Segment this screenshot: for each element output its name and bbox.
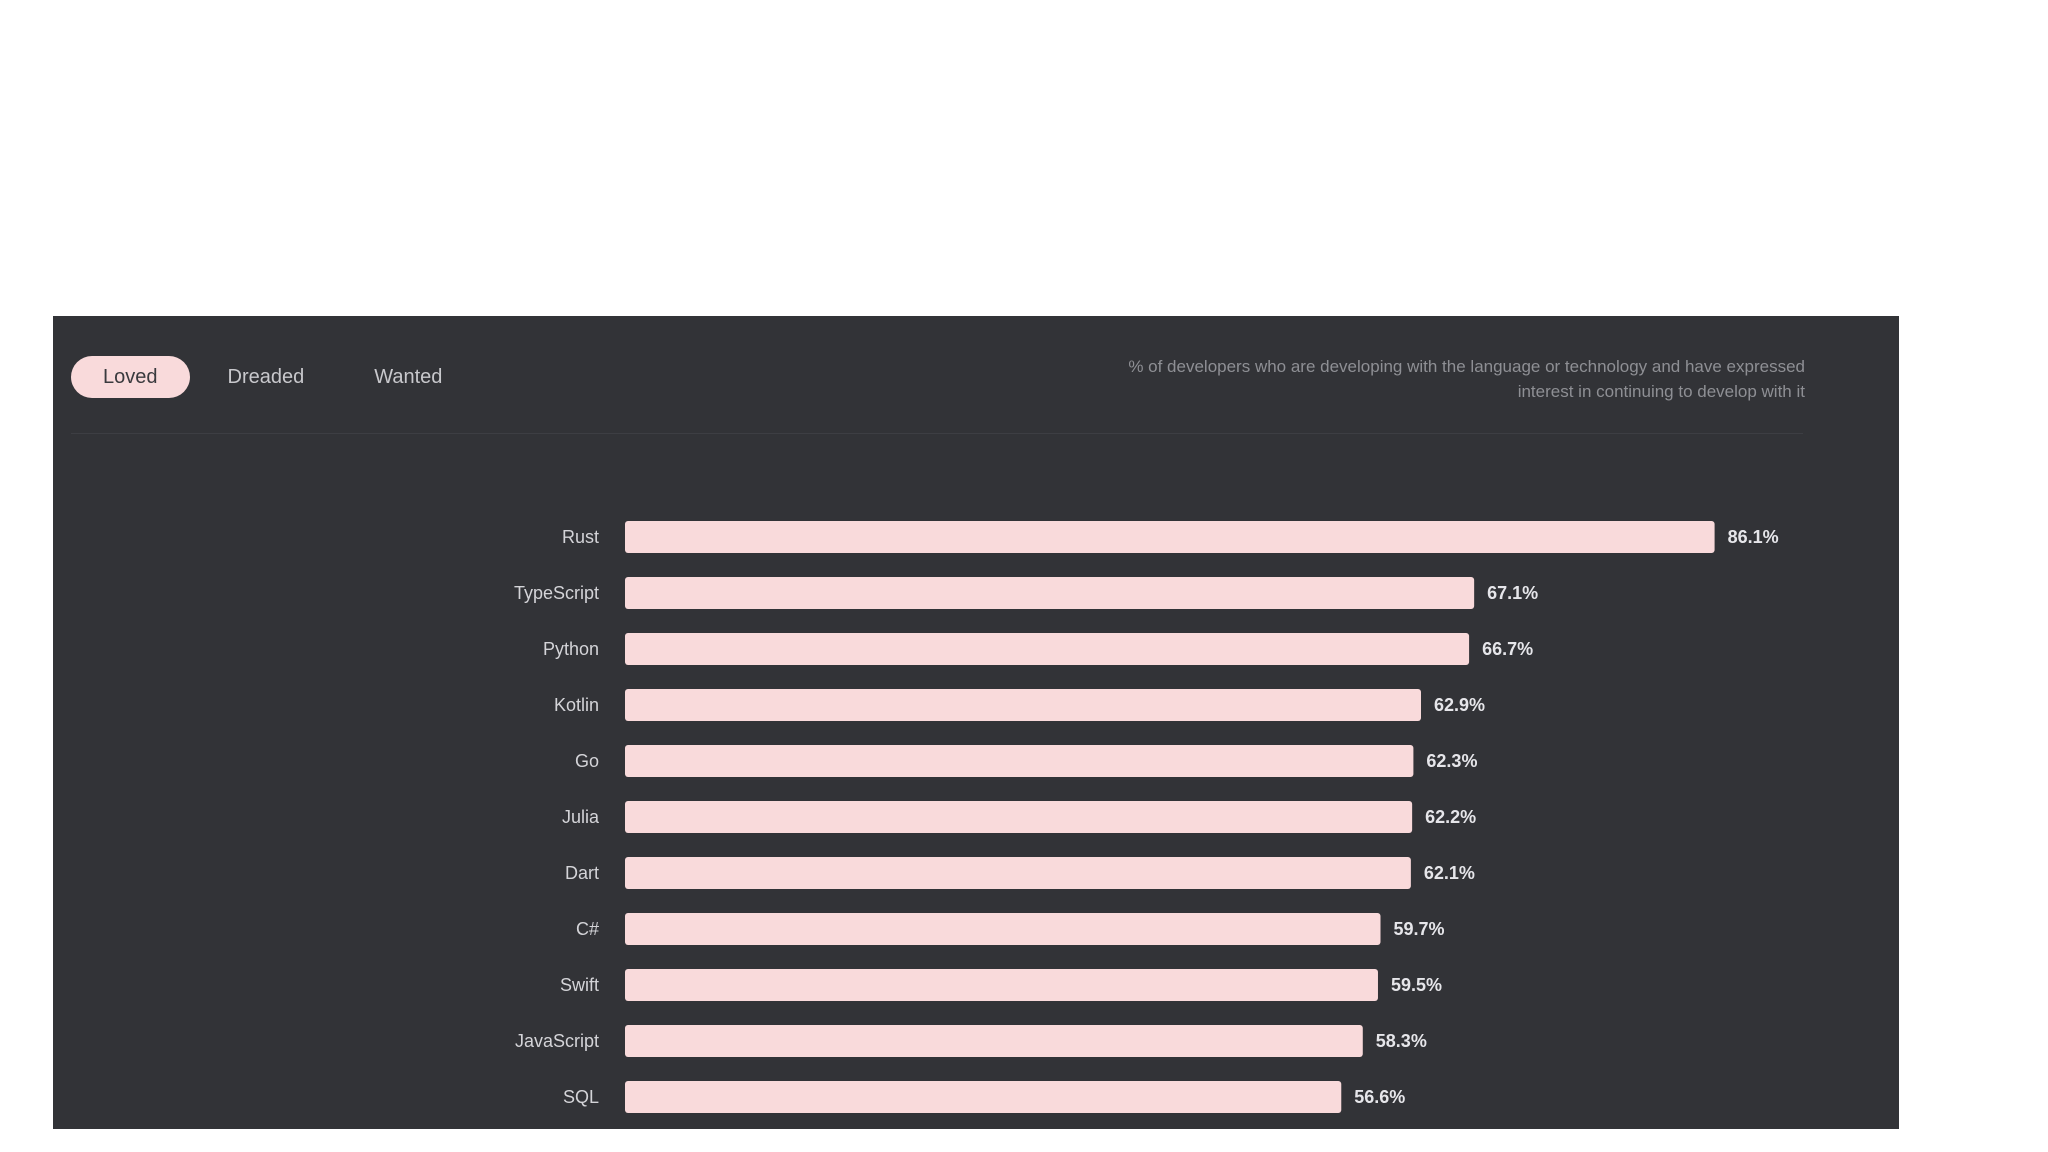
value-label: 59.5% — [1391, 975, 1442, 995]
value-label: 62.9% — [1434, 695, 1485, 715]
category-label: Python — [543, 639, 599, 659]
bar[interactable] — [625, 1081, 1342, 1113]
bar[interactable] — [625, 913, 1381, 945]
category-label: Julia — [562, 807, 600, 827]
bar[interactable] — [625, 857, 1411, 889]
bar[interactable] — [625, 1025, 1363, 1057]
bar[interactable] — [625, 689, 1421, 721]
category-label: Swift — [560, 975, 599, 995]
bar[interactable] — [625, 633, 1470, 665]
category-label: JavaScript — [515, 1031, 599, 1051]
value-label: 67.1% — [1487, 583, 1538, 603]
chart-panel: Loved Dreaded Wanted % of developers who… — [53, 316, 1899, 1129]
tab-bar: Loved Dreaded Wanted — [71, 356, 474, 398]
tab-loved[interactable]: Loved — [71, 356, 190, 398]
chart-description: % of developers who are developing with … — [1128, 357, 1805, 401]
bar[interactable] — [625, 745, 1414, 777]
bar[interactable] — [625, 969, 1378, 1001]
value-label: 66.7% — [1482, 639, 1533, 659]
value-label: 56.6% — [1354, 1087, 1405, 1107]
category-label: SQL — [563, 1087, 599, 1107]
bar[interactable] — [625, 577, 1475, 609]
category-label: Go — [575, 751, 599, 771]
value-label: 59.7% — [1394, 919, 1445, 939]
value-label: 62.2% — [1425, 807, 1476, 827]
divider — [71, 433, 1803, 434]
value-label: 62.1% — [1424, 863, 1475, 883]
category-label: Kotlin — [554, 695, 599, 715]
category-label: Dart — [565, 863, 599, 883]
category-label: Rust — [562, 527, 599, 547]
category-label: C# — [576, 919, 599, 939]
bar-chart: Rust 86.1% TypeScript 67.1% Python 66.7% Kotli… — [514, 521, 1779, 1113]
value-label: 58.3% — [1376, 1031, 1427, 1051]
value-label: 86.1% — [1728, 527, 1779, 547]
bar[interactable] — [625, 801, 1413, 833]
value-label: 62.3% — [1426, 751, 1477, 771]
tab-wanted[interactable]: Wanted — [342, 356, 474, 398]
tab-dreaded[interactable]: Dreaded — [196, 356, 337, 398]
bar[interactable] — [625, 521, 1715, 553]
category-label: TypeScript — [514, 583, 599, 603]
